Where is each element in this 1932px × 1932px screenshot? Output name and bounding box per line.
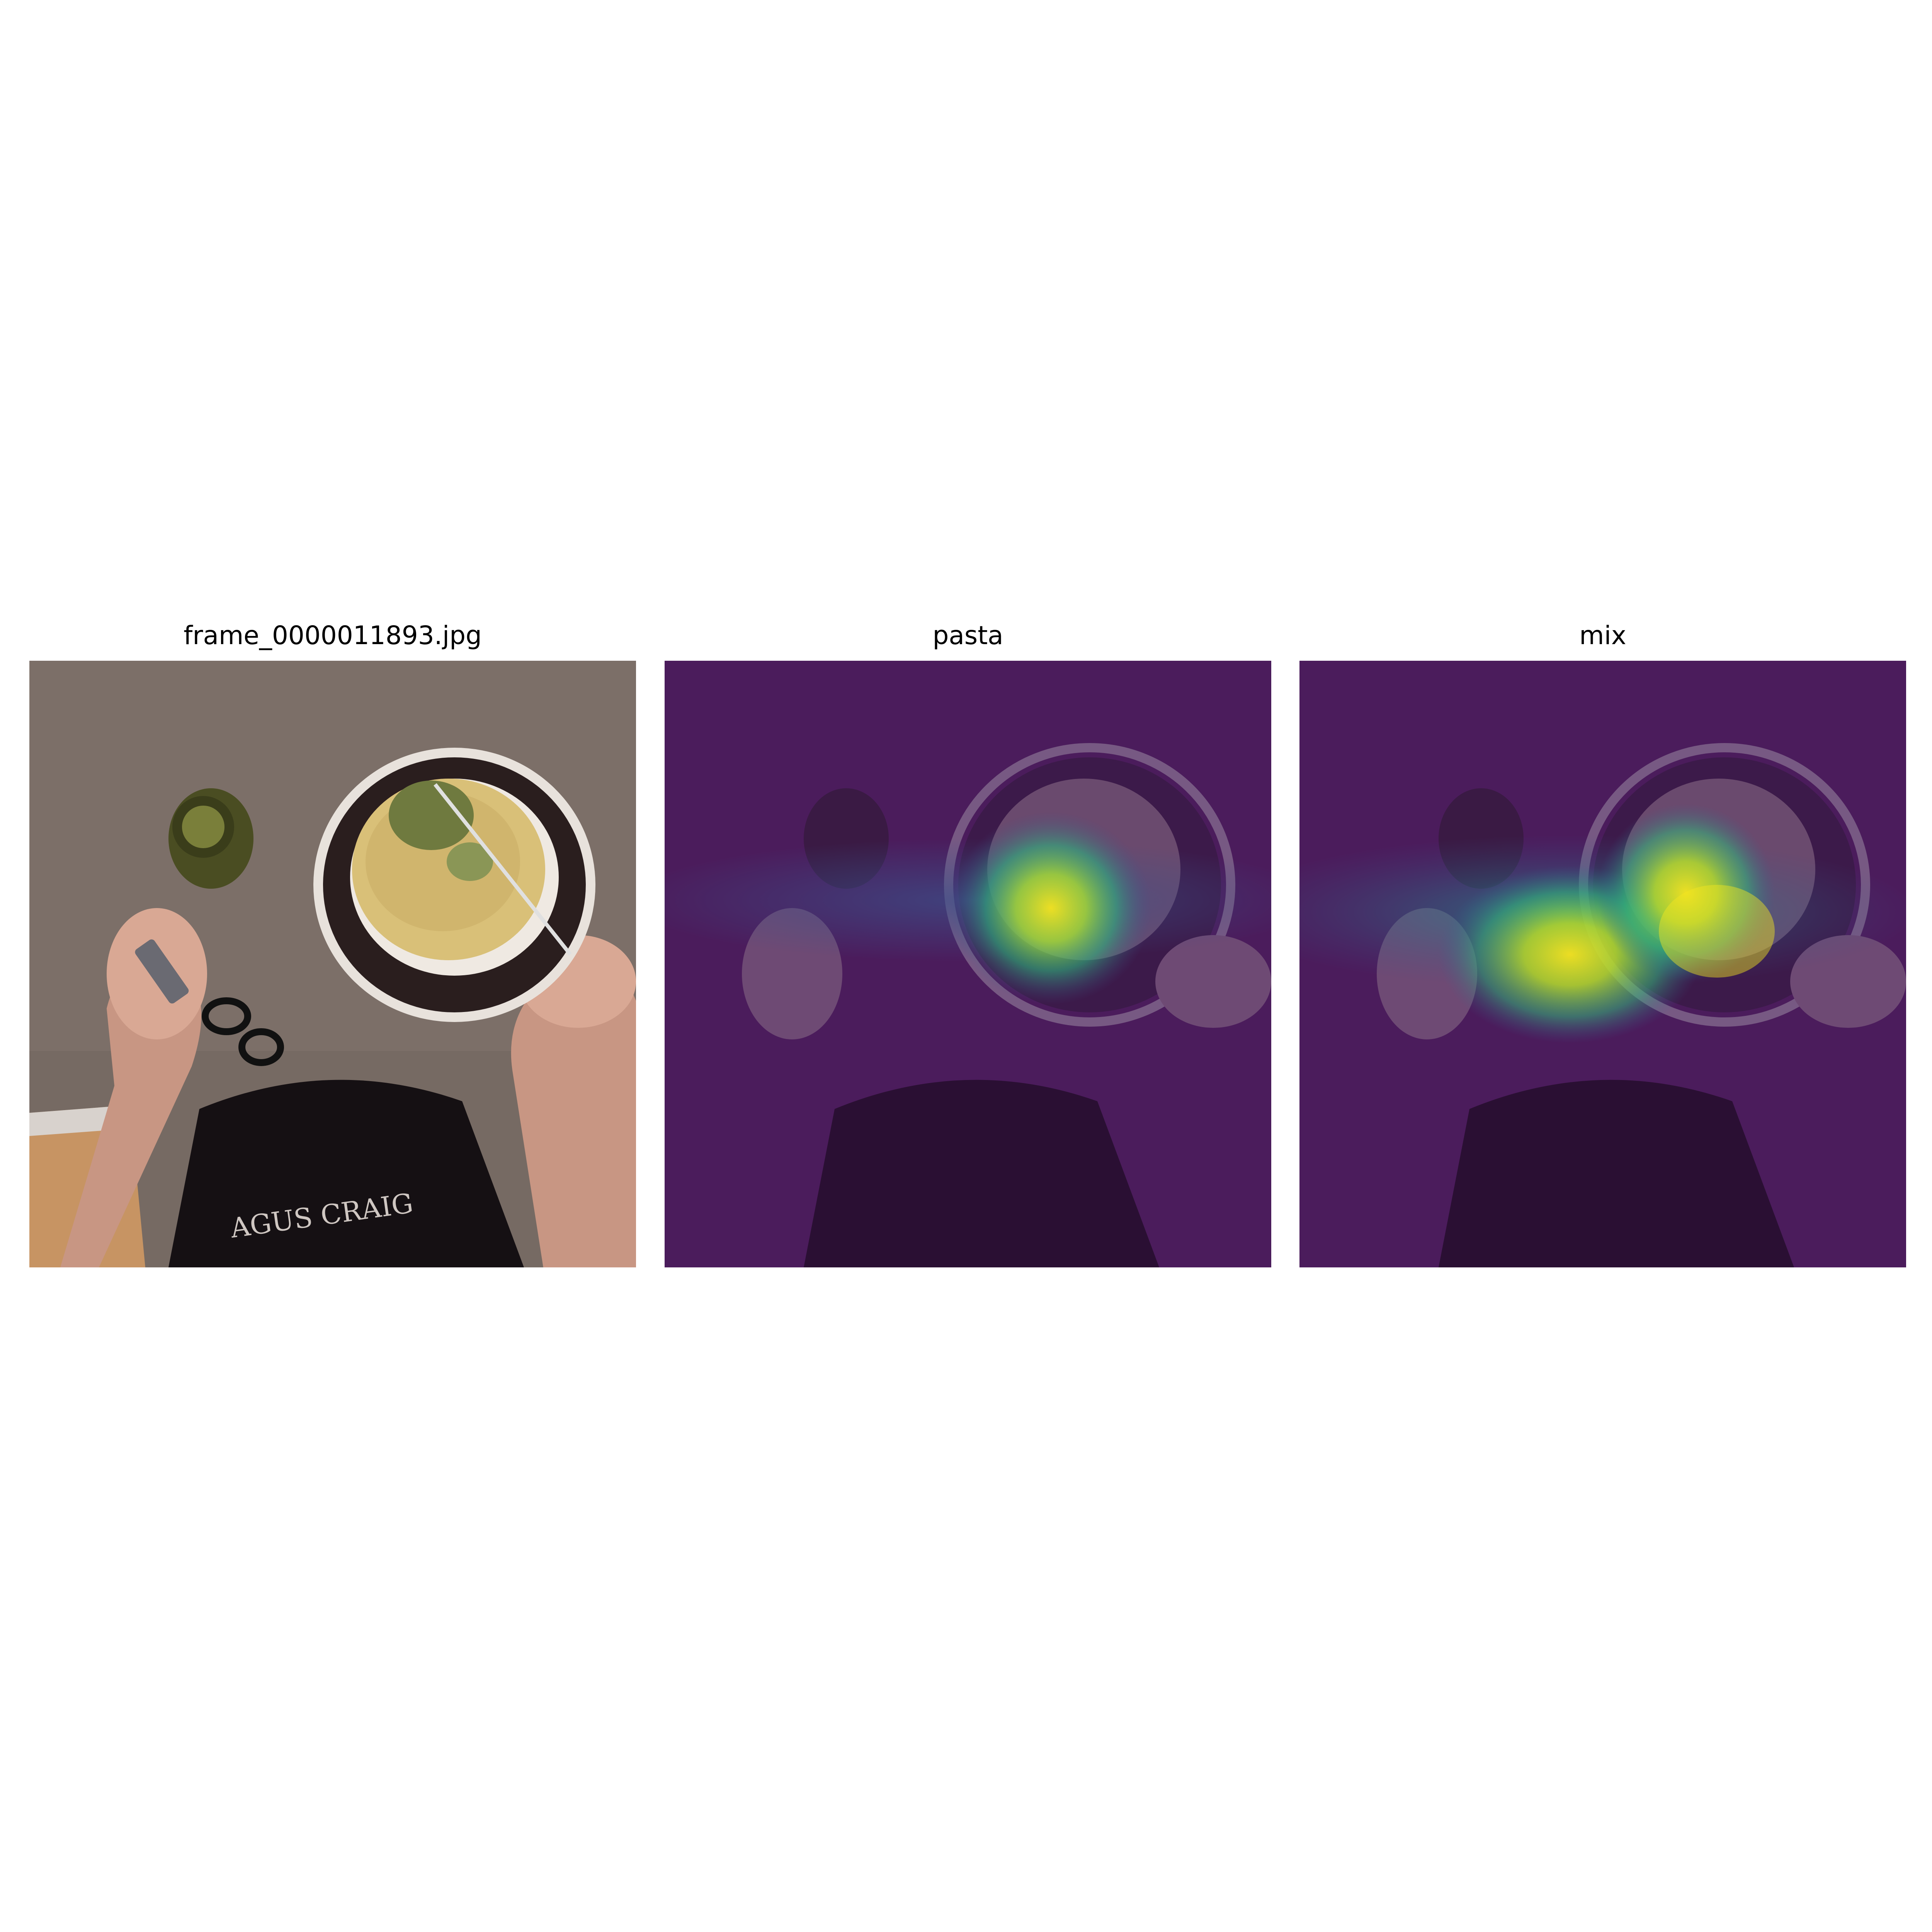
- mix-heatmap-panel: [1299, 661, 1906, 1267]
- mix-heatmap-image: [1299, 661, 1906, 1267]
- panel-title-mix: mix: [1579, 621, 1626, 650]
- panel-title-original: frame_0000011893.jpg: [184, 621, 482, 650]
- original-frame-panel: AGUS CRAIG: [29, 661, 636, 1267]
- frame-image: AGUS CRAIG: [29, 661, 636, 1267]
- panel-title-pasta: pasta: [932, 621, 1003, 650]
- pasta-heatmap-panel: [665, 661, 1271, 1267]
- pasta-heatmap-image: [665, 661, 1271, 1267]
